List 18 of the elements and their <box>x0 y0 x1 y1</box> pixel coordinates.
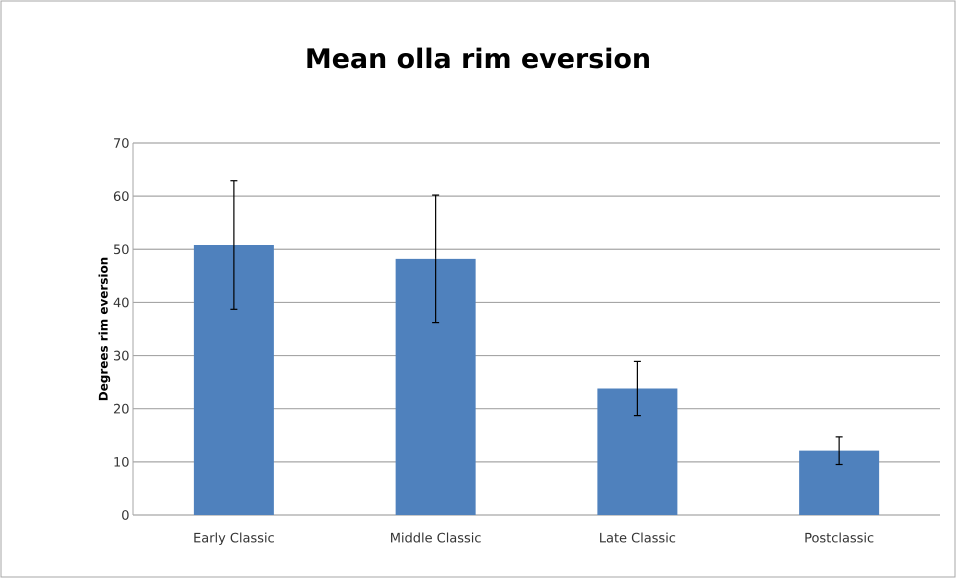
y-axis-title: Degrees rim eversion <box>98 258 110 400</box>
bar <box>597 388 678 515</box>
y-tick-label: 10 <box>114 456 129 467</box>
x-tick-label: Middle Classic <box>391 532 481 543</box>
bar <box>396 258 476 515</box>
y-tick-label: 50 <box>114 244 129 254</box>
bar <box>799 450 880 515</box>
y-tick-label: 70 <box>114 138 129 148</box>
x-tick-label: Early Classic <box>194 532 274 546</box>
chart-title: Mean olla rim eversion <box>307 48 649 68</box>
x-tick-label: Postclassic <box>805 532 874 543</box>
y-tick-label: 60 <box>114 191 129 202</box>
x-tick-label: Late Classic <box>600 532 676 543</box>
y-tick-label: 20 <box>114 404 129 414</box>
y-tick-label: 0 <box>122 510 129 520</box>
y-tick-label: 30 <box>114 350 129 360</box>
y-tick-label: 40 <box>114 298 129 308</box>
bar <box>194 245 274 515</box>
